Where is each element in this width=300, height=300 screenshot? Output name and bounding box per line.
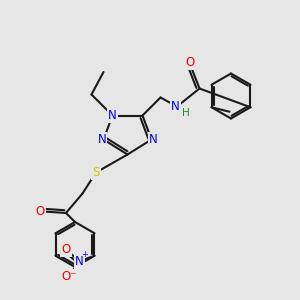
Text: H: H <box>182 108 189 118</box>
Text: N: N <box>75 255 84 268</box>
Text: O: O <box>61 243 70 256</box>
Text: N: N <box>171 100 180 113</box>
Text: O: O <box>36 205 45 218</box>
Text: O⁻: O⁻ <box>61 270 77 283</box>
Text: N: N <box>148 133 158 146</box>
Text: N: N <box>108 109 117 122</box>
Text: N: N <box>98 133 106 146</box>
Text: O: O <box>186 56 195 69</box>
Text: +: + <box>81 250 88 259</box>
Text: S: S <box>92 166 100 179</box>
